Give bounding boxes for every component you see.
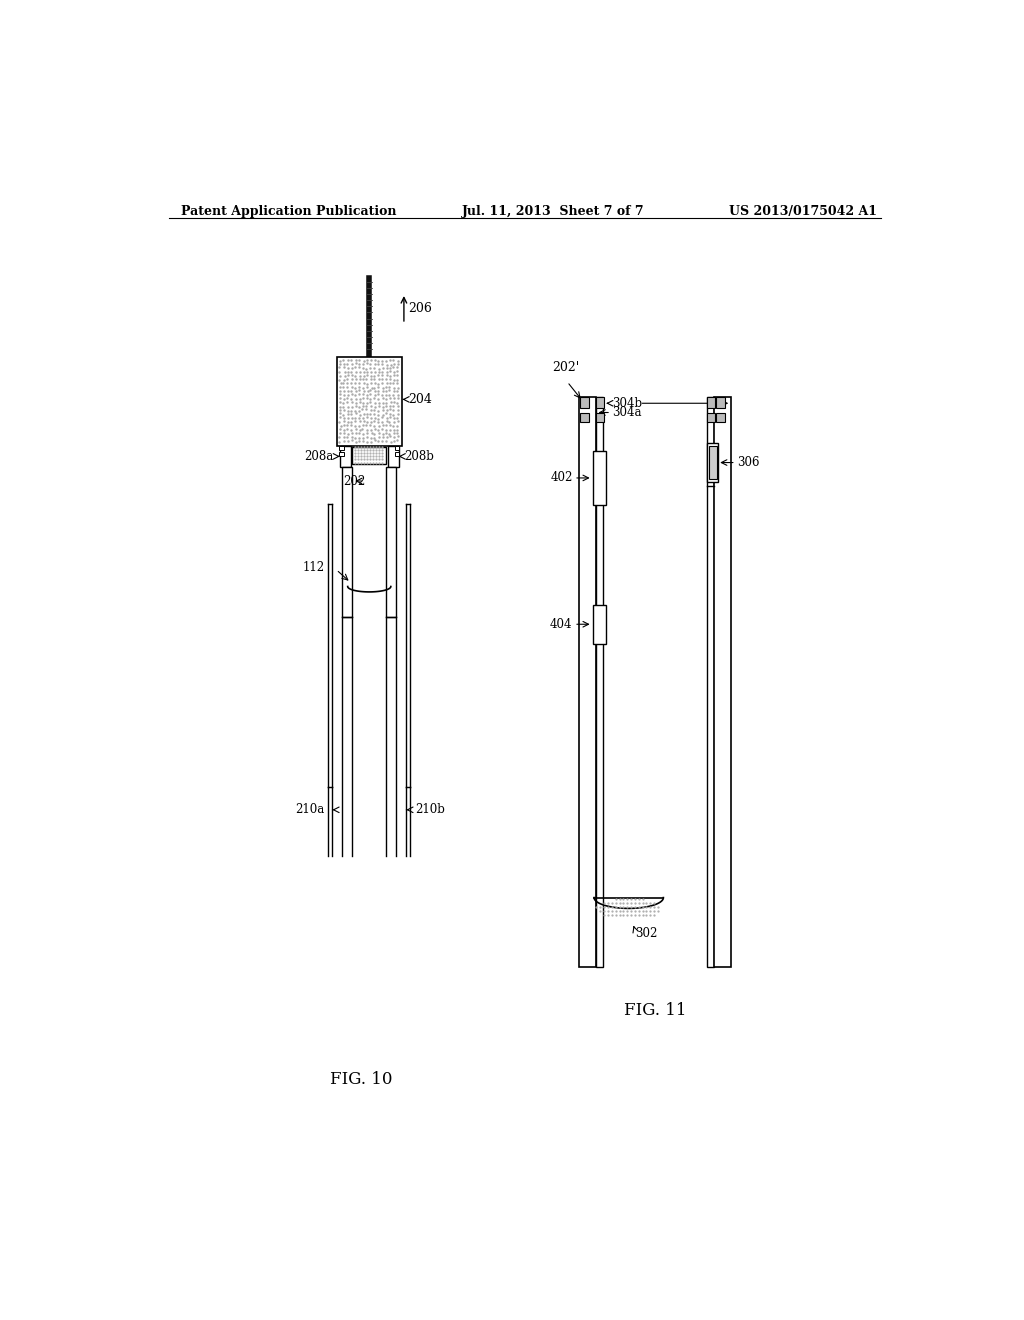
Bar (596, 412, 604, 422)
Text: 208b: 208b (404, 450, 434, 463)
Bar (714, 397, 731, 966)
Bar (352, 447, 386, 465)
Bar (714, 397, 731, 966)
Text: 202': 202' (552, 360, 579, 374)
Bar (593, 605, 606, 644)
Text: 202: 202 (343, 474, 366, 487)
Bar (596, 397, 604, 408)
Bar (339, 451, 344, 457)
Text: Patent Application Publication: Patent Application Publication (180, 205, 396, 218)
Bar (394, 446, 399, 450)
Bar (716, 412, 725, 422)
Text: 210a: 210a (295, 804, 325, 816)
Bar (340, 446, 351, 467)
Bar (708, 412, 715, 422)
Bar (342, 467, 352, 618)
Bar (708, 397, 715, 408)
Text: 206: 206 (408, 302, 432, 315)
Bar (593, 451, 606, 506)
Text: 210b: 210b (415, 804, 444, 816)
Text: FIG. 10: FIG. 10 (331, 1071, 393, 1088)
Bar (386, 467, 396, 618)
Text: 404: 404 (550, 618, 572, 631)
Text: 208a: 208a (304, 450, 334, 463)
Bar (388, 446, 398, 467)
Text: FIG. 11: FIG. 11 (624, 1002, 686, 1019)
Bar (394, 451, 399, 457)
Text: Jul. 11, 2013  Sheet 7 of 7: Jul. 11, 2013 Sheet 7 of 7 (462, 205, 644, 218)
Text: 402: 402 (550, 471, 572, 484)
Bar (581, 397, 590, 408)
Text: 112: 112 (302, 561, 325, 574)
Bar (386, 467, 396, 618)
Bar (579, 397, 596, 966)
Bar (593, 451, 606, 506)
Bar (709, 446, 717, 479)
Bar (340, 446, 351, 467)
Text: 304b: 304b (612, 397, 643, 409)
Bar (337, 358, 402, 446)
Text: 304a: 304a (612, 407, 642, 418)
Bar (716, 397, 725, 408)
Bar (596, 397, 603, 966)
Bar (593, 605, 606, 644)
Text: 204: 204 (409, 393, 432, 407)
Bar (708, 444, 718, 482)
Text: 302: 302 (635, 927, 657, 940)
Bar (579, 397, 596, 966)
Text: US 2013/0175042 A1: US 2013/0175042 A1 (729, 205, 878, 218)
Bar (388, 446, 398, 467)
Text: 306: 306 (737, 455, 760, 469)
Bar (342, 467, 352, 618)
Bar (707, 397, 714, 966)
Bar (339, 446, 344, 450)
Bar (581, 412, 590, 422)
